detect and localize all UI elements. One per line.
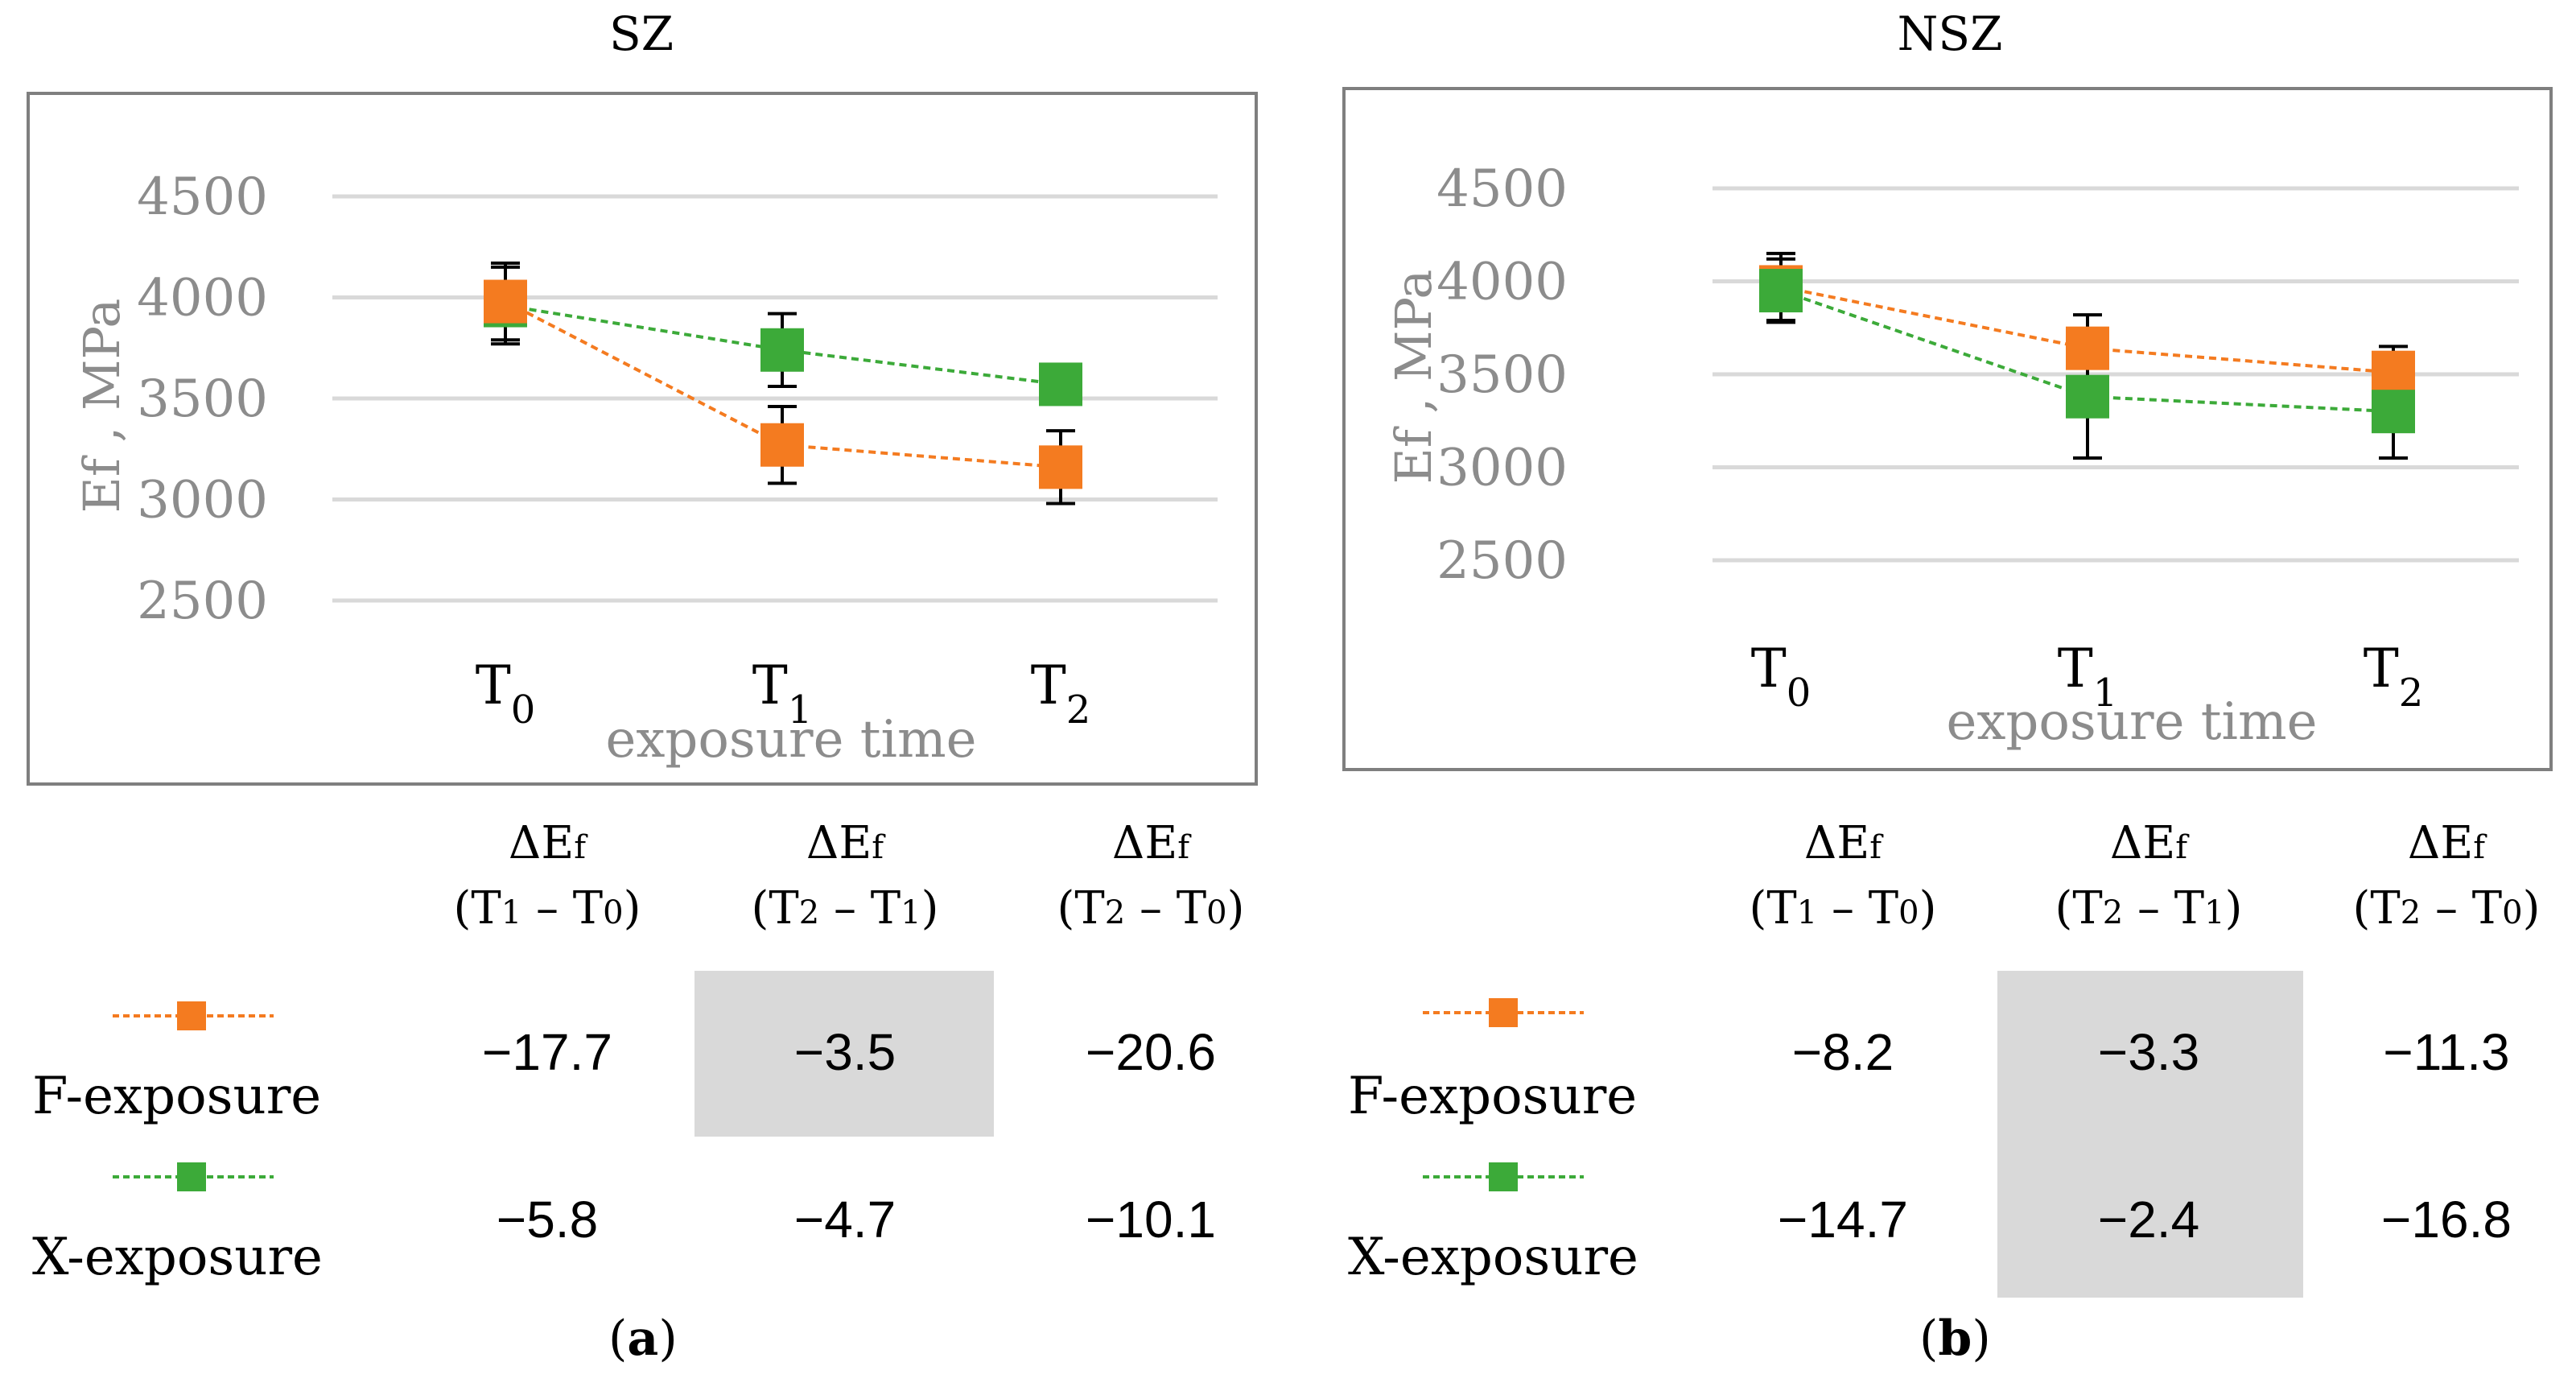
- header-interval: (T2 – T1): [751, 882, 939, 935]
- y-tick-label: 3000: [1436, 439, 1568, 498]
- x-tick-label-subscript: 1: [788, 687, 813, 733]
- table-a-header-2: ΔEf (T2 – T1): [716, 813, 974, 943]
- series-line-f-exposure: [505, 299, 1061, 469]
- x-tick-label: T2: [2364, 638, 2424, 716]
- legend-marker: [177, 1001, 206, 1030]
- data-point-x-exposure: [1759, 269, 1803, 313]
- y-tick-label: 4000: [1436, 253, 1568, 312]
- y-tick-label: 3500: [137, 369, 268, 429]
- data-point-f-exposure: [760, 423, 804, 467]
- x-tick-label: T1: [2058, 638, 2118, 716]
- chart-box-b: [1342, 87, 2553, 771]
- chart-title-nsz: NSZ: [1897, 6, 2003, 61]
- data-point-x-exposure: [1039, 362, 1082, 407]
- x-tick-label-subscript: 2: [2399, 671, 2424, 716]
- x-tick-label: T0: [476, 654, 536, 733]
- x-tick-label-subscript: 2: [1066, 687, 1091, 733]
- legend-x-symbol-a: [113, 1162, 274, 1191]
- cell-a-x-3: −10.1: [1086, 1191, 1216, 1249]
- y-tick-label: 2500: [1436, 531, 1568, 591]
- header-interval: (T1 – T0): [453, 882, 641, 935]
- chart-box-a: [27, 92, 1258, 786]
- x-tick-label-base: T: [1031, 654, 1066, 716]
- cell-b-x-2: −2.4: [2097, 1191, 2200, 1249]
- x-axis-title: exposure time: [605, 710, 976, 770]
- cell-a-x-2: −4.7: [793, 1191, 896, 1249]
- caption-b: (b): [1919, 1311, 1991, 1367]
- data-point-x-exposure: [2372, 390, 2415, 434]
- table-a-header-1: ΔEf (T1 – T0): [418, 813, 676, 943]
- header-interval: (T2 – T0): [1057, 882, 1245, 935]
- chart-title-sz: SZ: [608, 6, 674, 61]
- x-tick-label-base: T: [1751, 638, 1787, 700]
- caption-letter: b: [1938, 1311, 1972, 1367]
- data-point-f-exposure: [1039, 445, 1082, 489]
- table-b-header-3: ΔEf (T2 – T0): [2318, 813, 2575, 943]
- legend-f-symbol-a: [113, 1001, 274, 1030]
- cell-a-x-1: −5.8: [496, 1191, 599, 1249]
- legend-f-symbol-b: [1423, 998, 1584, 1027]
- legend-marker: [1489, 998, 1518, 1027]
- legend-f-label-a: F-exposure: [32, 1067, 322, 1126]
- x-tick-label-subscript: 1: [2093, 671, 2118, 716]
- y-tick-label: 2500: [137, 572, 268, 631]
- header-delta: ΔEf: [806, 817, 884, 869]
- data-point-x-exposure: [760, 328, 804, 372]
- cell-b-f-1: −8.2: [1791, 1023, 1894, 1081]
- y-tick-label: 3000: [137, 471, 268, 530]
- header-interval: (T1 – T0): [1749, 882, 1937, 935]
- caption-letter: a: [627, 1311, 659, 1367]
- data-point-f-exposure: [484, 279, 527, 324]
- data-point-x-exposure: [2066, 374, 2109, 419]
- table-a-header-3: ΔEf (T2 – T0): [1022, 813, 1280, 943]
- legend-f-label-b: F-exposure: [1348, 1067, 1638, 1126]
- y-tick-label: 4500: [137, 167, 268, 227]
- y-axis-title: Ef , MPa: [1384, 270, 1443, 485]
- x-tick-label-base: T: [476, 654, 511, 716]
- cell-b-x-3: −16.8: [2381, 1191, 2512, 1249]
- header-interval: (T2 – T1): [2055, 882, 2243, 935]
- header-delta: ΔEf: [508, 817, 587, 869]
- caption-a: (a): [608, 1311, 678, 1367]
- x-tick-label-base: T: [2364, 638, 2399, 700]
- header-delta: ΔEf: [2109, 817, 2188, 869]
- x-axis-title: exposure time: [1946, 692, 2317, 752]
- cell-b-f-3: −11.3: [2383, 1023, 2510, 1081]
- cell-a-f-1: −17.7: [482, 1023, 612, 1081]
- header-delta: ΔEf: [2407, 817, 2486, 869]
- header-delta: ΔEf: [1803, 817, 1882, 869]
- legend-marker: [1489, 1162, 1518, 1191]
- x-tick-label: T1: [752, 654, 813, 733]
- cell-a-f-3: −20.6: [1086, 1023, 1216, 1081]
- header-delta: ΔEf: [1111, 817, 1190, 869]
- y-tick-label: 4000: [137, 269, 268, 328]
- y-tick-label: 3500: [1436, 345, 1568, 405]
- legend-x-label-b: X-exposure: [1348, 1228, 1638, 1287]
- legend-x-label-a: X-exposure: [32, 1228, 323, 1287]
- x-tick-label-base: T: [752, 654, 788, 716]
- cell-a-f-2: −3.5: [793, 1023, 896, 1081]
- table-b-header-1: ΔEf (T1 – T0): [1714, 813, 1972, 943]
- data-point-f-exposure: [2066, 326, 2109, 370]
- header-interval: (T2 – T0): [2352, 882, 2541, 935]
- y-axis-title: Ef , MPa: [72, 299, 131, 514]
- highlight-cell-b: [1997, 971, 2303, 1298]
- table-b-header-2: ΔEf (T2 – T1): [2020, 813, 2277, 943]
- x-tick-label-subscript: 0: [1787, 671, 1811, 716]
- legend-marker: [177, 1162, 206, 1191]
- data-point-f-exposure: [2372, 350, 2415, 394]
- x-tick-label: T0: [1751, 638, 1811, 716]
- legend-x-symbol-b: [1423, 1162, 1584, 1191]
- cell-b-f-2: −3.3: [2097, 1023, 2200, 1081]
- x-tick-label-subscript: 0: [511, 687, 536, 733]
- cell-b-x-1: −14.7: [1778, 1191, 1908, 1249]
- highlight-cell-a: [694, 971, 994, 1137]
- y-tick-label: 4500: [1436, 159, 1568, 219]
- x-tick-label: T2: [1031, 654, 1091, 733]
- x-tick-label-base: T: [2058, 638, 2093, 700]
